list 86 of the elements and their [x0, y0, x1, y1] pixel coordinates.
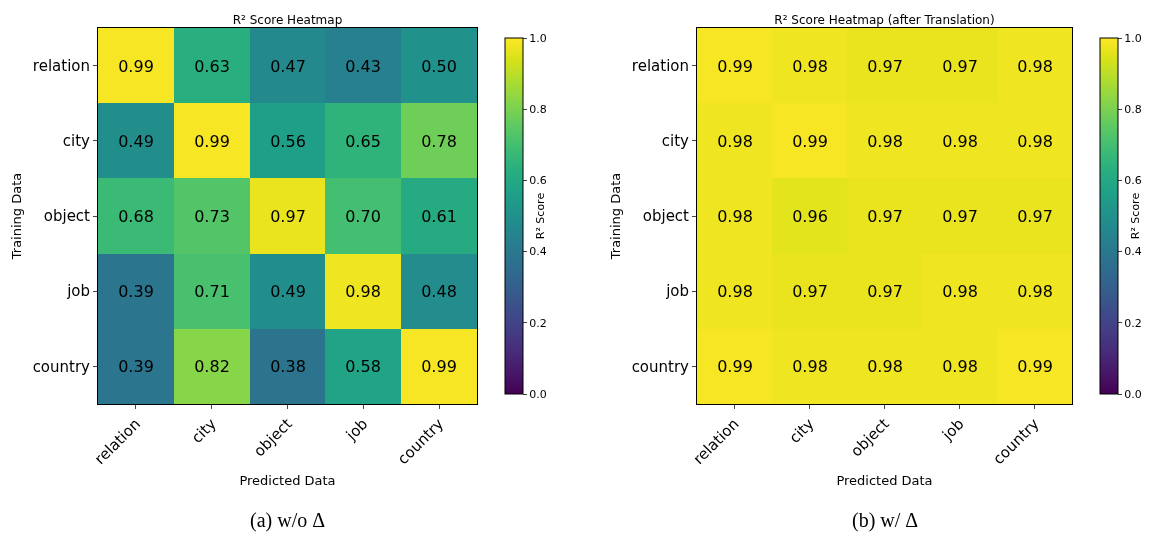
- x-tick-label: job: [341, 414, 372, 445]
- data-label: 0.98: [1017, 131, 1053, 151]
- x-tick-label: city: [785, 414, 818, 447]
- data-label: 0.98: [717, 206, 753, 226]
- text: (a) w/o Δ: [250, 509, 326, 532]
- y-tick-label: relation: [631, 56, 689, 75]
- data-label: 0.99: [194, 131, 230, 151]
- data-label: 0.43: [345, 56, 381, 76]
- chart-title: R² Score Heatmap (after Translation): [774, 13, 995, 27]
- data-label: 0.48: [421, 281, 457, 301]
- data-label: 0.99: [792, 131, 828, 151]
- data-label: 0.56: [270, 131, 306, 151]
- data-label: 0.82: [194, 356, 230, 376]
- y-tick-label: city: [661, 132, 690, 151]
- data-label: 0.70: [345, 206, 381, 226]
- data-label: 0.97: [867, 281, 903, 301]
- y-axis-title: Training Data: [8, 172, 24, 261]
- data-label: 0.63: [194, 56, 230, 76]
- data-label: 0.98: [942, 281, 978, 301]
- y-tick-label: country: [32, 357, 91, 376]
- color-bar-label: 1.0: [1124, 31, 1142, 45]
- color-bar-title: R² Score: [533, 192, 547, 240]
- data-label: 0.97: [270, 206, 306, 226]
- x-tick-label: city: [187, 414, 220, 447]
- data-label: 0.99: [717, 56, 753, 76]
- data-label: 0.98: [942, 356, 978, 376]
- y-tick-label: object: [642, 207, 690, 226]
- data-label: 0.39: [118, 281, 154, 301]
- data-label: 0.78: [421, 131, 457, 151]
- data-label: 0.73: [194, 206, 230, 226]
- data-label: 0.98: [867, 356, 903, 376]
- y-tick-label: job: [665, 282, 689, 301]
- data-label: 0.96: [792, 206, 828, 226]
- data-label: 0.97: [942, 206, 978, 226]
- data-label: 0.99: [717, 356, 753, 376]
- data-label: 0.98: [792, 56, 828, 76]
- data-label: 0.61: [421, 206, 457, 226]
- data-label: 0.97: [942, 56, 978, 76]
- data-label: 0.99: [421, 356, 457, 376]
- data-label: 0.98: [1017, 281, 1053, 301]
- x-axis-title: Predicted Data: [239, 472, 336, 488]
- color-bar-label: 0.2: [1124, 316, 1142, 330]
- color-bar-title: R² Score: [1128, 192, 1142, 240]
- chart-title: R² Score Heatmap: [232, 13, 343, 27]
- y-tick-label: country: [631, 357, 690, 376]
- data-label: 0.97: [867, 56, 903, 76]
- color-bar-label: 0.8: [529, 103, 547, 117]
- y-axis-title: Training Data: [607, 172, 623, 261]
- data-label: 0.39: [118, 356, 154, 376]
- data-label: 0.65: [345, 131, 381, 151]
- data-label: 0.38: [270, 356, 306, 376]
- data-label: 0.97: [1017, 206, 1053, 226]
- data-label: 0.99: [1017, 356, 1053, 376]
- data-label: 0.98: [717, 131, 753, 151]
- data-label: 0.99: [118, 56, 154, 76]
- y-tick-label: job: [66, 282, 90, 301]
- data-label: 0.71: [194, 281, 230, 301]
- data-label: 0.49: [118, 131, 154, 151]
- data-label: 0.98: [942, 131, 978, 151]
- data-label: 0.97: [867, 206, 903, 226]
- text: (b) w/ Δ: [852, 509, 919, 532]
- data-label: 0.97: [792, 281, 828, 301]
- data-label: 0.98: [1017, 56, 1053, 76]
- data-label: 0.98: [345, 281, 381, 301]
- data-label: 0.58: [345, 356, 381, 376]
- data-label: 0.98: [717, 281, 753, 301]
- y-tick-label: object: [43, 207, 91, 226]
- data-label: 0.68: [118, 206, 154, 226]
- data-label: 0.98: [792, 356, 828, 376]
- color-bar-label: 0.0: [529, 387, 547, 401]
- color-bar-label: 0.0: [1124, 387, 1142, 401]
- x-axis-title: Predicted Data: [836, 472, 933, 488]
- color-bar-label: 0.6: [529, 174, 547, 188]
- data-label: 0.49: [270, 281, 306, 301]
- color-bar-label: 0.4: [1124, 245, 1142, 259]
- color-bar-label: 0.6: [1124, 174, 1142, 188]
- color-bar-label: 0.2: [529, 316, 547, 330]
- color-bar-label: 1.0: [529, 31, 547, 45]
- color-bar-label: 0.4: [529, 245, 547, 259]
- x-tick-label: job: [938, 414, 968, 445]
- color-bar-label: 0.8: [1124, 103, 1142, 117]
- y-tick-label: city: [62, 132, 91, 151]
- data-label: 0.98: [867, 131, 903, 151]
- data-label: 0.50: [421, 56, 457, 76]
- data-label: 0.47: [270, 56, 306, 76]
- y-tick-label: relation: [32, 56, 90, 75]
